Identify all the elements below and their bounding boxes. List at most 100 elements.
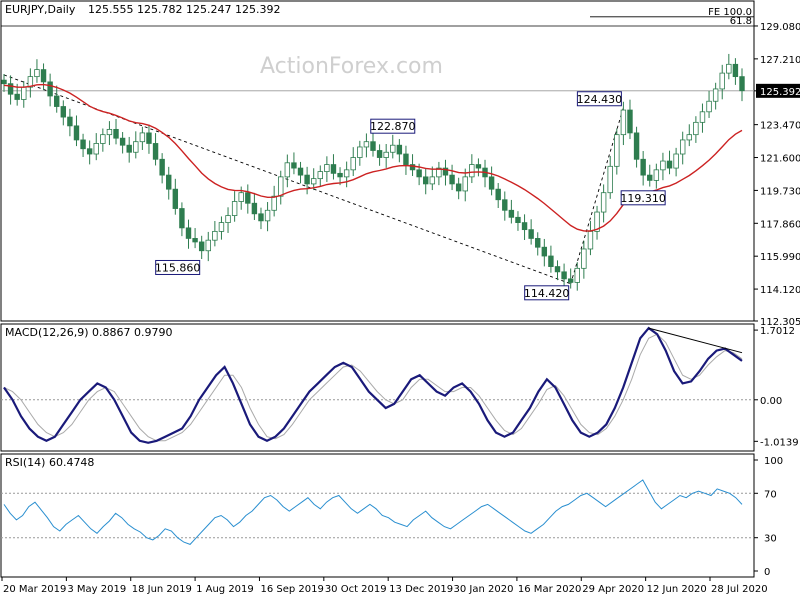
candle-body (475, 164, 482, 169)
macd-title: MACD(12,26,9) 0.8867 0.9790 (5, 326, 173, 339)
candle-body (185, 227, 192, 239)
macd-axis: 1.7012 0.00 -1.0139 (754, 326, 799, 448)
dashed-swing-line (570, 107, 624, 284)
macd-tick-label: 1.7012 (760, 326, 795, 337)
candle-body (508, 209, 515, 218)
candle-body (449, 174, 455, 185)
candle-body (495, 188, 501, 201)
candle-body (633, 132, 640, 160)
candle-body (488, 176, 495, 190)
fib-label-top: FE 100.0 (708, 7, 752, 18)
x-tick-label: 16 Mar 2020 (518, 584, 581, 595)
candle-body (152, 143, 159, 160)
candle-body (521, 222, 528, 231)
candle-body (436, 167, 442, 178)
macd-tick-label: 0.00 (760, 396, 782, 407)
candle-body (40, 69, 47, 83)
macd-tick-label: -1.0139 (760, 437, 799, 448)
candle-body (541, 246, 548, 257)
candle-body (673, 153, 679, 169)
candle-body (258, 213, 264, 222)
price-tick-label: 121.600 (760, 154, 800, 165)
price-panel: EURJPY,Daily 125.555 125.782 125.247 125… (0, 0, 800, 328)
fib-label-bottom: 61.8 (730, 16, 752, 27)
candles (1, 53, 745, 291)
moving-average (3, 83, 743, 232)
candle-body (179, 208, 185, 229)
candle-body (693, 121, 699, 136)
level-label-box (370, 118, 416, 134)
level-label-box (155, 259, 201, 275)
price-annotations: 115.860 122.870 114.420 124.430 119.310 (155, 91, 666, 301)
candle-body (739, 76, 745, 92)
candle-body (627, 109, 633, 134)
x-tick-label: 1 Aug 2019 (196, 584, 254, 595)
rsi-tick-label: 0 (764, 567, 770, 578)
level-label-box (524, 285, 570, 301)
candle-body (1, 79, 7, 85)
candle-body (54, 95, 60, 107)
candle-body (139, 132, 146, 143)
level-label-box (620, 190, 666, 206)
candle-body (218, 222, 225, 232)
candle-body (409, 164, 416, 171)
level-label: 115.860 (155, 261, 201, 274)
candle-body (455, 183, 462, 192)
candle-body (528, 229, 534, 239)
candle-body (291, 162, 297, 169)
fib-extension: FE 100.0 61.8 (1, 7, 754, 27)
macd-panel: MACD(12,26,9) 0.8867 0.9790 1.7012 0.00 -1… (0, 323, 799, 452)
candle-body (27, 76, 34, 88)
candle-body (21, 86, 27, 100)
level-label: 122.870 (370, 120, 416, 133)
candle-body (363, 141, 370, 148)
rsi-tick-label: 30 (764, 534, 777, 545)
candle-body (561, 271, 567, 280)
candle-body (548, 255, 554, 267)
x-tick-label: 20 Mar 2019 (3, 584, 66, 595)
macd-trendline (648, 327, 743, 354)
candle-body (238, 192, 244, 202)
candle-body (587, 230, 594, 250)
candle-body (594, 211, 600, 232)
candle-body (159, 158, 165, 176)
x-axis: 20 Mar 2019 3 May 2019 18 Jun 2019 1 Aug 20… (1, 577, 768, 595)
candle-body (376, 150, 383, 158)
current-price-box (756, 83, 800, 98)
candle-body (100, 134, 106, 144)
rsi-tick-label: 70 (764, 489, 777, 500)
candle-body (337, 172, 343, 178)
candle-body (726, 63, 732, 74)
x-tick-label: 30 Oct 2019 (325, 584, 387, 595)
macd-line (3, 326, 743, 444)
candle-body (245, 192, 251, 204)
rsi-tick-label: 100 (764, 456, 783, 467)
candle-body (119, 137, 126, 146)
price-tick-label: 129.080 (760, 22, 800, 33)
candle-body (712, 88, 719, 102)
price-tick-label: 115.990 (760, 252, 800, 263)
candle-body (666, 160, 673, 169)
candle-body (172, 188, 179, 209)
x-tick-label: 28 Jul 2020 (711, 584, 768, 595)
candle-body (462, 176, 468, 192)
price-tick-label: 117.860 (760, 219, 800, 230)
rsi-line (3, 479, 743, 545)
candle-body (324, 164, 330, 172)
candle-body (607, 165, 613, 194)
candle-body (47, 81, 53, 97)
rsi-axis: 100 70 30 0 (754, 456, 783, 578)
candle-body (383, 151, 389, 158)
candle-body (567, 278, 574, 283)
level-label: 119.310 (620, 192, 666, 205)
candle-body (146, 132, 152, 144)
candle-body (317, 171, 323, 180)
ohlc-readout: 125.555 125.782 125.247 125.392 (88, 3, 280, 16)
candle-body (198, 241, 205, 252)
price-tick-label: 112.305 (760, 317, 800, 328)
watermark: ActionForex.com (260, 54, 443, 79)
price-tick-label: 119.730 (760, 186, 800, 197)
candle-body (370, 141, 376, 151)
price-tick-label: 127.210 (760, 55, 800, 66)
candle-body (423, 176, 429, 185)
